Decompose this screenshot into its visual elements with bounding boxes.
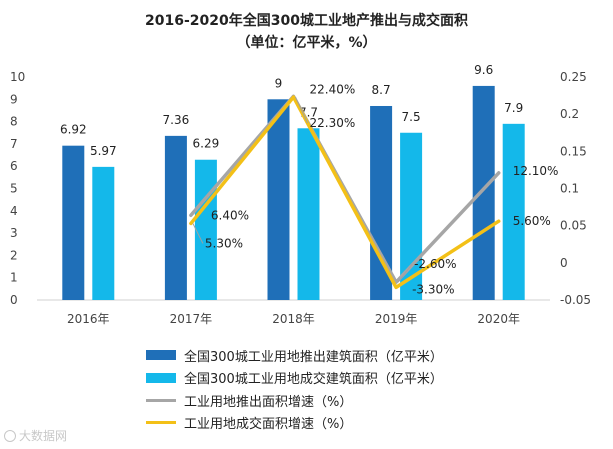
legend-label: 工业用地成交面积增速（%） [184,417,353,433]
bar-deal [297,128,320,300]
legend-label: 工业用地推出面积增速（%） [184,394,353,410]
bar-supply-data-label: 8.7 [372,83,391,97]
legend-label: 全国300城工业用地成交建筑面积（亿平米） [184,372,443,388]
y-right-tick-label: 0.05 [560,219,587,233]
bar-supply-data-label: 6.92 [60,123,87,137]
line-label-leader [397,263,413,283]
x-tick-label: 2019年 [375,312,418,326]
legend-item: 工业用地成交面积增速（%） [146,412,443,435]
bar-deal-data-label: 7.9 [504,101,523,115]
x-tick-label: 2018年 [272,312,315,326]
bar-supply-data-label: 9 [275,76,283,90]
y-left-tick-label: 0 [10,293,18,307]
legend-swatch-supply-bar [146,350,176,361]
bar-deal [502,123,525,300]
line-deal-data-label: 22.30% [310,116,356,130]
bar-deal [92,166,115,300]
bar-deal-data-label: 6.29 [193,137,220,151]
line-deal-data-label: -3.30% [412,282,454,296]
line-label-leader [295,96,308,124]
bar-supply [62,145,85,300]
bar-supply-data-label: 7.36 [163,113,190,127]
watermark: 大数据网 [4,427,67,444]
y-left-tick-label: 6 [10,159,18,173]
bar-deal-data-label: 7.5 [402,110,421,124]
legend-swatch-supply-line [146,398,176,402]
y-right-tick-label: 0.25 [560,70,587,84]
line-supply-data-label: -2.60% [414,257,456,271]
legend-swatch-deal-bar [146,372,176,383]
line-supply-data-label: 6.40% [211,208,249,222]
y-right-tick-label: 0.1 [560,182,579,196]
y-left-tick-label: 8 [10,115,18,129]
line-deal-data-label: 5.60% [513,214,551,228]
watermark-logo-icon [4,429,16,442]
watermark-text: 大数据网 [19,429,68,443]
x-tick-label: 2017年 [170,312,213,326]
bar-supply [472,85,495,300]
line-deal-growth [189,95,501,290]
y-left-tick-label: 1 [10,271,18,285]
bar-supply [267,99,290,300]
x-tick-label: 2020年 [477,312,520,326]
line-deal-data-label: 5.30% [205,236,243,250]
y-left-tick-label: 4 [10,204,18,218]
line-label-leader [192,223,204,244]
y-left-tick-label: 3 [10,226,18,240]
bar-supply [164,135,187,300]
bar-deal-data-label: 5.97 [90,144,117,158]
y-left-tick-label: 2 [10,248,18,262]
chart-subtitle: （单位：亿平米，%） [236,35,377,51]
y-right-tick-label: 0.2 [560,107,579,121]
y-right-tick-label: -0.05 [560,293,591,307]
line-supply-data-label: 12.10% [513,164,559,178]
y-right-tick-label: 0.15 [560,144,587,158]
bar-supply-data-label: 9.6 [474,63,493,77]
bar-deal [194,159,217,300]
legend-swatch-deal-line [146,421,176,425]
line-supply-data-label: 22.40% [310,82,356,96]
legend-label: 全国300城工业用地推出建筑面积（亿平米） [184,349,443,365]
legend-item: 全国300城工业用地推出建筑面积（亿平米） [146,344,443,367]
x-tick-label: 2016年 [67,312,110,326]
legend-item: 全国300城工业用地成交建筑面积（亿平米） [146,367,443,390]
y-left-tick-label: 10 [10,70,25,84]
legend: 全国300城工业用地推出建筑面积（亿平米） 全国300城工业用地成交建筑面积（亿… [146,344,443,434]
y-right-tick-label: 0 [560,256,568,270]
chart-title: 2016-2020年全国300城工业地产推出与成交面积 [145,13,468,29]
y-left-tick-label: 7 [10,137,18,151]
legend-item: 工业用地推出面积增速（%） [146,389,443,412]
y-left-tick-label: 9 [10,92,18,106]
y-left-tick-label: 5 [10,182,18,196]
